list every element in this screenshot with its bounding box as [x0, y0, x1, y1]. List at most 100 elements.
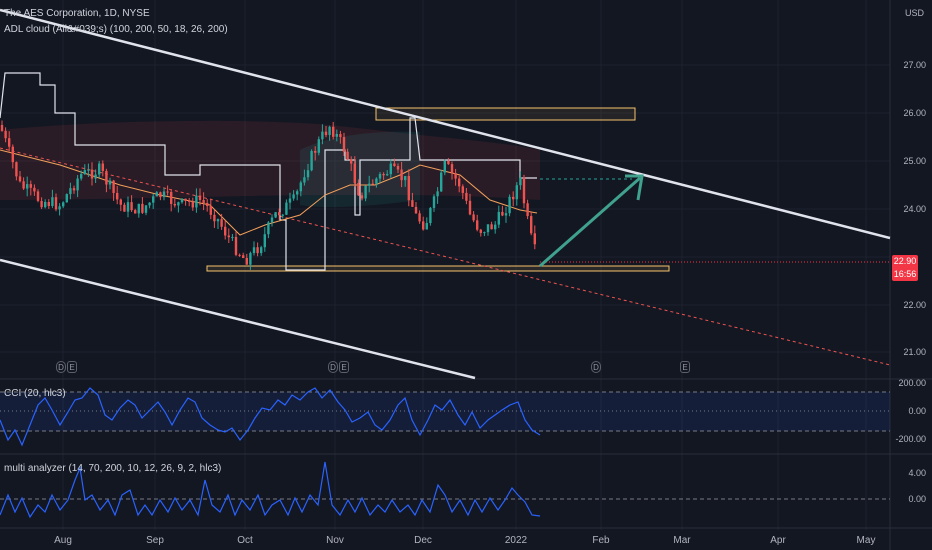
candle-body [87, 169, 90, 171]
time-tick: Apr [770, 535, 786, 546]
candle-body [119, 199, 122, 205]
adl-orange-line [0, 149, 538, 236]
candle-body [126, 202, 130, 212]
candle-body [8, 138, 11, 147]
candle-body [425, 223, 428, 230]
candle-body [393, 163, 396, 166]
candle-body [83, 170, 86, 175]
candle-body [303, 177, 306, 183]
time-tick: Oct [237, 535, 253, 546]
candle-body [483, 232, 486, 234]
support-zone [206, 265, 670, 272]
candle-body [105, 170, 108, 185]
candle-body [454, 173, 457, 179]
candle-body [220, 219, 223, 227]
candles [0, 120, 536, 270]
candle-body [296, 191, 299, 195]
candle-body [368, 183, 371, 186]
candle-body [152, 196, 155, 203]
candle-body [198, 195, 202, 200]
candle-body [342, 137, 346, 152]
cci-legend[interactable]: CCI (20, hlc3) [4, 388, 66, 399]
candle-body [130, 202, 133, 211]
candle-body [486, 224, 490, 233]
time-tick: Sep [146, 535, 164, 546]
dotted-trendline [0, 147, 891, 366]
candle-body [98, 163, 101, 175]
candle-body [54, 197, 58, 210]
candle-body [252, 247, 256, 254]
candle-body [497, 211, 500, 225]
candle-body [65, 194, 68, 203]
candle-body [166, 191, 169, 193]
candle-body [11, 146, 14, 163]
candle-body [18, 176, 22, 182]
candle-body [321, 131, 324, 140]
candle-body [278, 212, 281, 216]
candle-body [224, 226, 227, 236]
candle-body [285, 202, 288, 215]
candle-body [360, 195, 364, 199]
candle-body [36, 191, 40, 201]
candle-body [407, 176, 410, 201]
candle-body [267, 222, 270, 235]
dividend-event-icon[interactable]: D [591, 361, 601, 373]
candle-body [371, 183, 374, 185]
candle-body [44, 201, 47, 208]
multi-analyzer-legend[interactable]: multi analyzer (14, 70, 200, 10, 12, 26,… [4, 463, 222, 474]
candle-body [512, 196, 515, 200]
candle-body [389, 163, 392, 175]
candle-body [108, 180, 112, 185]
candle-body [58, 206, 61, 210]
price-tick: 21.00 [903, 347, 926, 357]
candle-body [159, 192, 162, 197]
candle-body [396, 165, 400, 170]
candle-body [461, 186, 464, 193]
candle-body [292, 194, 295, 199]
chart-title[interactable]: The AES Corporation, 1D, NYSE [4, 8, 150, 19]
adl-white-line [0, 72, 537, 271]
candle-body [450, 164, 454, 174]
candle-body [447, 160, 450, 165]
dividend-event-icon[interactable]: D [328, 361, 338, 373]
candle-body [33, 187, 36, 192]
candle-body [400, 169, 403, 181]
earnings-event-icon[interactable]: E [67, 361, 77, 373]
candle-body [47, 201, 50, 207]
candle-body [314, 151, 317, 153]
candle-body [504, 213, 508, 216]
candle-body [353, 163, 356, 183]
resistance-zone [375, 107, 636, 121]
candle-body [173, 203, 176, 206]
candle-body [141, 203, 144, 213]
adl-cloud-legend[interactable]: ADL cloud (All&#039;s) (100, 200, 50, 18… [4, 24, 228, 35]
candle-body [490, 224, 493, 230]
candle-body [202, 199, 205, 204]
earnings-event-icon[interactable]: E [339, 361, 349, 373]
price-tick: 22.00 [903, 300, 926, 310]
candle-body [62, 202, 65, 207]
candle-body [404, 176, 407, 181]
candle-body [422, 221, 425, 230]
candle-body [69, 188, 72, 195]
candle-body [288, 198, 292, 203]
candle-body [260, 247, 263, 254]
earnings-event-icon[interactable]: E [680, 361, 690, 373]
candle-body [494, 224, 497, 230]
candle-body [180, 198, 184, 203]
cci-tick: -200.00 [895, 434, 926, 444]
candle-body [299, 182, 302, 192]
candle-body [522, 177, 526, 204]
candle-body [29, 184, 32, 188]
candle-body [306, 170, 310, 178]
candle-body [101, 163, 104, 171]
candle-body [472, 214, 475, 221]
candle-body [256, 247, 259, 254]
dividend-event-icon[interactable]: D [56, 361, 66, 373]
candle-body [375, 178, 378, 184]
candle-body [310, 151, 313, 171]
candle-body [317, 139, 320, 153]
candle-body [227, 235, 230, 238]
candle-body [195, 195, 198, 208]
